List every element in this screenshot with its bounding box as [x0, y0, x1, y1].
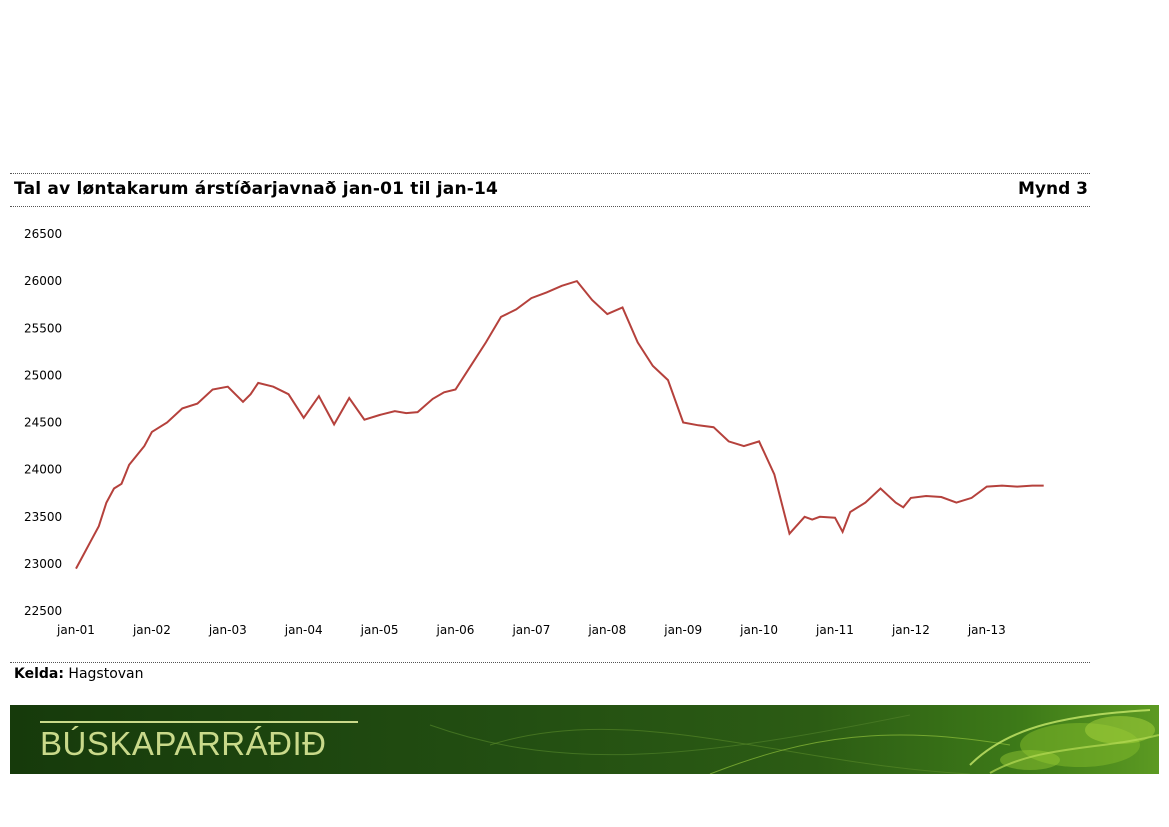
x-tick-label: jan-09 — [663, 623, 702, 637]
y-tick-label: 24000 — [24, 463, 62, 477]
top-rule-2 — [10, 206, 1090, 207]
x-tick-label: jan-01 — [56, 623, 95, 637]
x-tick-label: jan-08 — [587, 623, 626, 637]
y-tick-label: 23500 — [24, 510, 62, 524]
x-axis-labels: jan-01 jan-02 jan-03 jan-04 jan-05 jan-06 jan-… — [56, 623, 1006, 637]
y-tick-label: 24500 — [24, 416, 62, 430]
series-line-employees — [75, 279, 1044, 570]
y-tick-label: 23000 — [24, 557, 62, 571]
source-label: Kelda: — [14, 666, 64, 682]
figure-label: Mynd 3 — [1017, 179, 1088, 199]
bottom-rule — [10, 662, 1090, 663]
top-rule-1 — [10, 173, 1090, 174]
y-axis-labels: 22500 23000 23500 24000 24500 25000 25500 26000… — [24, 227, 62, 618]
y-tick-label: 26000 — [24, 274, 62, 288]
x-tick-label: jan-11 — [815, 623, 854, 637]
y-tick-label: 22500 — [24, 604, 62, 618]
banner-logo-text: BÚSKAPARRÁÐIÐ — [40, 725, 327, 762]
x-tick-label: jan-02 — [132, 623, 171, 637]
y-tick-label: 26500 — [24, 227, 62, 241]
x-tick-label: jan-04 — [284, 623, 323, 637]
chart-header: Tal av løntakarum árstíðarjavnað jan-01 … — [14, 177, 1088, 201]
y-tick-label: 25500 — [24, 321, 62, 335]
chart-title: Tal av løntakarum árstíðarjavnað jan-01 … — [14, 179, 499, 199]
x-tick-label: jan-03 — [208, 623, 247, 637]
banner-overline — [40, 721, 358, 723]
x-tick-label: jan-06 — [436, 623, 475, 637]
x-tick-label: jan-07 — [511, 623, 550, 637]
x-tick-label: jan-12 — [891, 623, 930, 637]
line-chart: 22500 23000 23500 24000 24500 25000 25500 26000… — [24, 227, 1044, 637]
banner-swirl-decoration — [429, 709, 1159, 774]
x-tick-label: jan-05 — [360, 623, 399, 637]
source-note: Kelda: Hagstovan — [14, 666, 144, 682]
source-value: Hagstovan — [68, 666, 144, 682]
x-tick-label: jan-10 — [739, 623, 778, 637]
y-tick-label: 25000 — [24, 368, 62, 382]
x-tick-label: jan-13 — [967, 623, 1006, 637]
footer-banner: BÚSKAPARRÁÐIÐ — [10, 705, 1159, 774]
